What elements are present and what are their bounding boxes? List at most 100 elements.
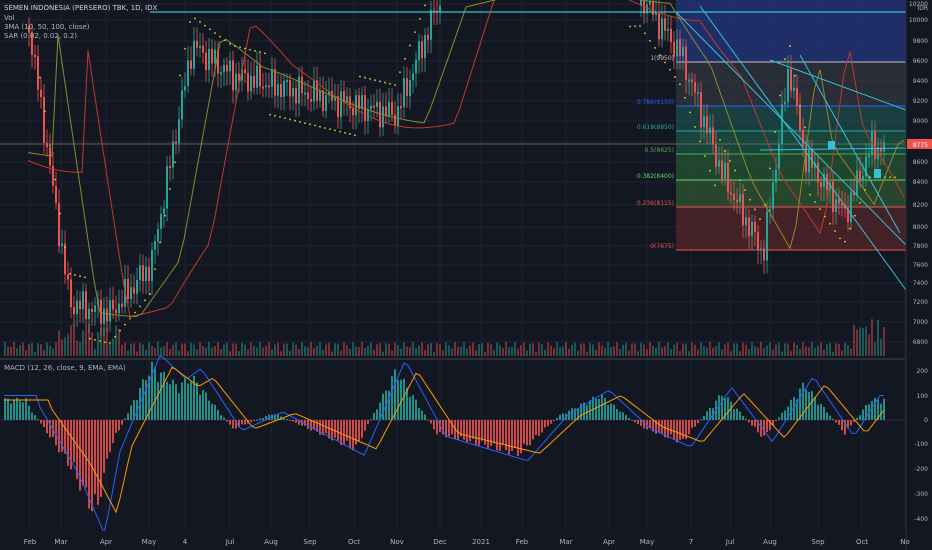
volume-bar [835,343,837,356]
volume-bar [19,345,21,356]
candle-body [109,299,111,322]
volume-bar [274,344,276,356]
volume-bar [16,348,18,356]
sar-legend[interactable]: SAR (0.02, 0.02, 0.2) [4,32,78,40]
volume-bar [91,332,93,356]
macd-histogram-bar [376,409,378,420]
candle-body [79,300,81,310]
macd-histogram-bar [103,420,105,473]
macd-histogram-bar [826,412,828,420]
volume-bar [391,350,393,356]
volume-bar [841,350,843,356]
candle-body [148,266,150,282]
candle-body [196,40,198,48]
macd-histogram-bar [691,420,693,428]
candle-body [700,92,702,128]
macd-histogram-bar [556,418,558,420]
ma-legend[interactable]: 3MA (10, 50, 100, close) [4,23,90,31]
candle-body [52,165,54,186]
sar-dot [79,275,81,278]
macd-histogram-bar [178,393,180,420]
volume-bar [388,343,390,356]
macd-histogram-bar [604,397,606,420]
sar-dot [199,21,201,23]
macd-histogram-bar [721,395,723,420]
symbol-title[interactable]: SEMEN INDONESIA (PERSERO) TBK, 1D, IDX [4,4,157,12]
volume-bar [715,345,717,356]
macd-histogram-bar [70,420,72,470]
macd-histogram-bar [670,420,672,435]
candle-body [205,52,207,71]
trend-line [769,59,907,111]
candle-body [370,105,372,110]
candle-body [709,127,711,134]
candle-body [433,10,435,13]
volume-bar [34,351,36,356]
sar-dot [699,140,701,143]
fibonacci-retracement[interactable]: 1(9950) 0.786(9150) 0.618(8850) 0.5(8625) 0.… [637,0,906,251]
sar-dot [104,341,106,344]
volume-bar [124,342,126,356]
sar-dot [264,52,266,55]
volume-bar [769,342,771,356]
macd-histogram-bar [16,397,18,420]
sar-dot [649,39,651,42]
sar-dot [704,155,706,158]
macd-histogram-bar [22,402,24,420]
volume-bar [619,348,621,356]
macd-pane[interactable] [0,355,906,535]
candle-body [286,80,288,83]
volume-bar [439,343,441,356]
volume-bar [61,339,63,356]
volume-bar [175,342,177,356]
volume-bar [763,347,765,356]
macd-histogram-bar [331,420,333,441]
macd-histogram-bar [253,420,255,421]
volume-bar [511,346,513,356]
price-tick-label: 7400 [913,280,928,287]
macd-histogram-bar [601,394,603,420]
macd-histogram-bar [514,420,516,449]
candle-body [685,46,687,80]
volume-bar [208,342,210,356]
macd-tick-label: 0 [924,417,928,424]
volume-bar [709,342,711,356]
vol-legend[interactable]: Vol [4,14,15,22]
candle-body [31,32,33,55]
time-tick-label: Apr [603,538,615,546]
volume-bar [382,351,384,356]
macd-histogram-bar [199,394,201,420]
sar-dot [829,222,831,225]
candle-body [316,80,318,101]
sar-dot [409,44,411,47]
macd-histogram-bar [754,420,756,427]
fib-level-label: 1(9950) [650,55,674,62]
candle-body [724,162,726,179]
volume-bar [184,343,186,356]
volume-bar [664,346,666,356]
volume-bar [571,344,573,356]
sar-dot [629,25,631,28]
volume-bar [406,346,408,356]
sar-dot [84,276,86,279]
macd-legend[interactable]: MACD (12, 26, close, 9, EMA, EMA) [4,364,126,372]
time-tick-label: 7 [689,538,693,546]
sar-dot [49,144,51,147]
macd-histogram-bar [25,398,27,420]
volume-bar [601,345,603,356]
macd-histogram-bar [766,420,768,433]
volume-bar [310,342,312,356]
volume-bar [7,346,9,356]
macd-histogram-bar [109,420,111,453]
macd-histogram-bar [340,420,342,446]
sar-dot [379,80,381,83]
sar-dot [744,189,746,191]
volume-bar [730,351,732,356]
overlays[interactable] [0,0,907,344]
candle-body [376,101,378,108]
macd-histogram-bar [76,420,78,480]
sar-dot [779,94,781,97]
volume-bar [868,334,870,356]
volume-bar [451,348,453,356]
